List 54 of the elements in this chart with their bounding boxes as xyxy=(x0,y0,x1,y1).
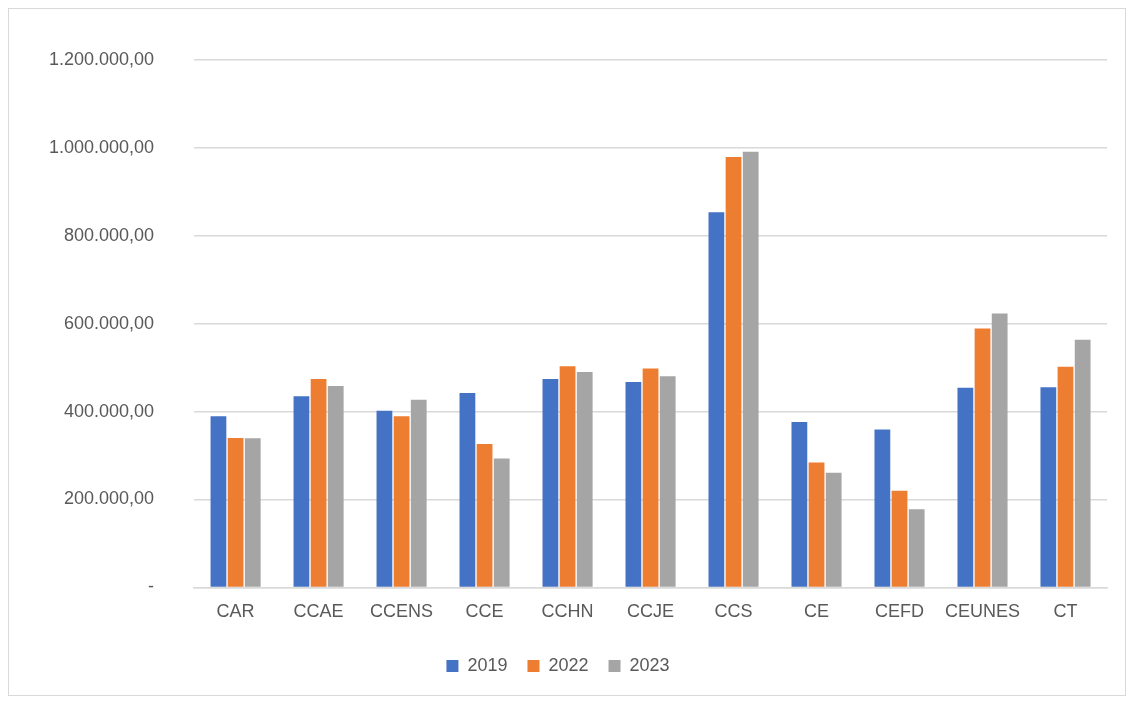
bar xyxy=(891,490,908,587)
bar xyxy=(293,396,310,587)
y-tick-label: 200.000,00 xyxy=(64,488,155,509)
bar xyxy=(974,328,991,587)
x-tick-label: CCAE xyxy=(293,601,344,622)
x-tick-label: CEUNES xyxy=(945,601,1021,622)
bar xyxy=(1074,339,1091,587)
bar xyxy=(808,462,825,587)
bar xyxy=(210,416,227,587)
bar xyxy=(493,458,510,587)
x-tick-label: CEFD xyxy=(875,601,925,622)
bar xyxy=(1057,366,1074,587)
bar xyxy=(725,156,742,587)
y-tick-label: 800.000,00 xyxy=(64,224,155,245)
bar xyxy=(874,429,891,587)
bar xyxy=(559,366,576,587)
bar xyxy=(742,151,759,587)
y-tick-label: 1.200.000,00 xyxy=(48,48,155,69)
bar xyxy=(791,422,808,587)
x-tick-label: CCE xyxy=(465,601,504,622)
bar xyxy=(227,437,244,587)
bar xyxy=(908,509,925,587)
bar xyxy=(825,472,842,587)
y-tick-label: - xyxy=(148,576,155,597)
bar xyxy=(957,387,974,587)
y-tick-label: 400.000,00 xyxy=(64,400,155,421)
bar xyxy=(393,416,410,587)
bar xyxy=(244,438,261,587)
legend-label: 2019 xyxy=(467,654,508,675)
x-tick-label: CCJE xyxy=(627,601,675,622)
bar xyxy=(410,399,427,587)
bar xyxy=(625,382,642,587)
x-tick-label: CAR xyxy=(216,601,255,622)
bar xyxy=(376,410,393,587)
bar xyxy=(708,212,725,587)
x-tick-label: CCS xyxy=(714,601,753,622)
legend-label: 2022 xyxy=(548,654,589,675)
bar xyxy=(327,386,344,587)
y-tick-label: 600.000,00 xyxy=(64,312,155,333)
bar xyxy=(459,393,476,587)
legend-label: 2023 xyxy=(629,654,670,675)
bar xyxy=(310,379,327,587)
bar xyxy=(991,313,1008,587)
x-tick-label: CCENS xyxy=(370,601,434,622)
bar xyxy=(476,444,493,587)
bar xyxy=(642,368,659,587)
x-tick-label: CT xyxy=(1053,601,1078,622)
x-tick-label: CCHN xyxy=(541,601,594,622)
bar xyxy=(576,371,593,587)
y-tick-label: 1.000.000,00 xyxy=(48,136,155,157)
x-tick-label: CE xyxy=(804,601,830,622)
bar xyxy=(1040,387,1057,587)
bar xyxy=(659,376,676,587)
bar xyxy=(542,379,559,587)
